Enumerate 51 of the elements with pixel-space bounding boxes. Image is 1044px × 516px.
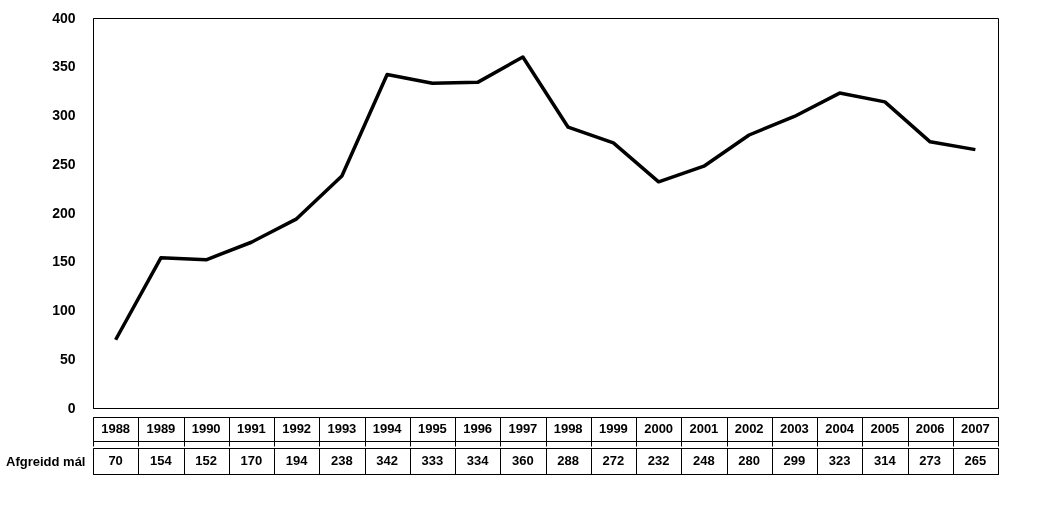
y-tick-label: 250 — [52, 155, 76, 172]
data-label: 154 — [150, 453, 173, 468]
y-tick-label: 350 — [52, 58, 76, 75]
x-tick-label: 1991 — [236, 421, 266, 436]
data-label: 273 — [919, 453, 941, 468]
x-tick-label: 1989 — [146, 421, 176, 436]
data-label: 288 — [557, 453, 579, 468]
data-label: 314 — [874, 453, 897, 468]
x-tick-label: 1992 — [282, 421, 312, 436]
data-label: 265 — [964, 453, 987, 468]
x-tick-label: 1994 — [372, 421, 403, 436]
data-label: 342 — [376, 453, 398, 468]
y-tick-label: 0 — [67, 399, 76, 416]
x-tick-label: 2004 — [825, 421, 855, 436]
data-label: 194 — [285, 453, 309, 468]
x-tick-label: 2000 — [644, 421, 674, 436]
x-tick-label: 2001 — [689, 421, 719, 436]
y-tick-label: 100 — [52, 302, 76, 318]
x-tick-label: 2002 — [734, 421, 764, 436]
y-tick-label: 400 — [52, 9, 76, 26]
data-label: 333 — [421, 453, 444, 468]
x-tick-label: 2006 — [915, 421, 945, 436]
x-tick-label: 2005 — [870, 421, 900, 436]
x-tick-label: 1990 — [191, 421, 221, 436]
data-label: 170 — [240, 453, 263, 468]
data-label: 323 — [828, 453, 851, 468]
data-label: 248 — [693, 453, 715, 468]
data-label: 238 — [331, 453, 353, 468]
x-tick-label: 1988 — [101, 421, 131, 436]
y-tick-label: 300 — [52, 107, 76, 123]
line-series — [113, 55, 978, 342]
x-tick-label: 1995 — [417, 421, 447, 436]
legend-label: Afgreidd mál — [6, 453, 86, 469]
data-label: 334 — [466, 453, 490, 468]
y-tick-label: 150 — [52, 253, 76, 270]
data-label: 360 — [512, 453, 534, 468]
x-tick-label: 1996 — [463, 421, 493, 436]
data-label: 232 — [647, 453, 670, 468]
data-label: 152 — [195, 453, 217, 468]
x-tick-label: 2003 — [779, 421, 809, 436]
y-tick-label: 50 — [59, 350, 76, 367]
x-tick-label: 1998 — [553, 421, 583, 436]
data-label: 280 — [738, 453, 760, 468]
data-label: 70 — [108, 453, 123, 468]
x-tick-label: 1997 — [508, 421, 538, 436]
y-tick-label: 200 — [52, 204, 76, 221]
x-tick-label: 1999 — [598, 421, 628, 436]
data-label: 272 — [602, 453, 625, 468]
data-label: 299 — [783, 453, 806, 468]
x-tick-label: 2007 — [960, 421, 990, 436]
x-tick-label: 1993 — [327, 421, 357, 436]
